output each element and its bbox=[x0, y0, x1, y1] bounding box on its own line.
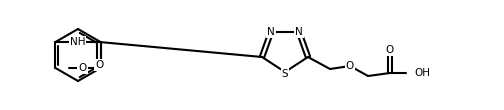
Text: OH: OH bbox=[414, 68, 430, 78]
Text: O: O bbox=[386, 45, 394, 55]
Text: NH: NH bbox=[70, 37, 85, 47]
Text: S: S bbox=[282, 69, 288, 79]
Text: N: N bbox=[267, 27, 275, 37]
Text: O: O bbox=[346, 61, 354, 71]
Text: O: O bbox=[95, 60, 104, 70]
Text: O: O bbox=[79, 63, 87, 73]
Text: N: N bbox=[295, 27, 303, 37]
